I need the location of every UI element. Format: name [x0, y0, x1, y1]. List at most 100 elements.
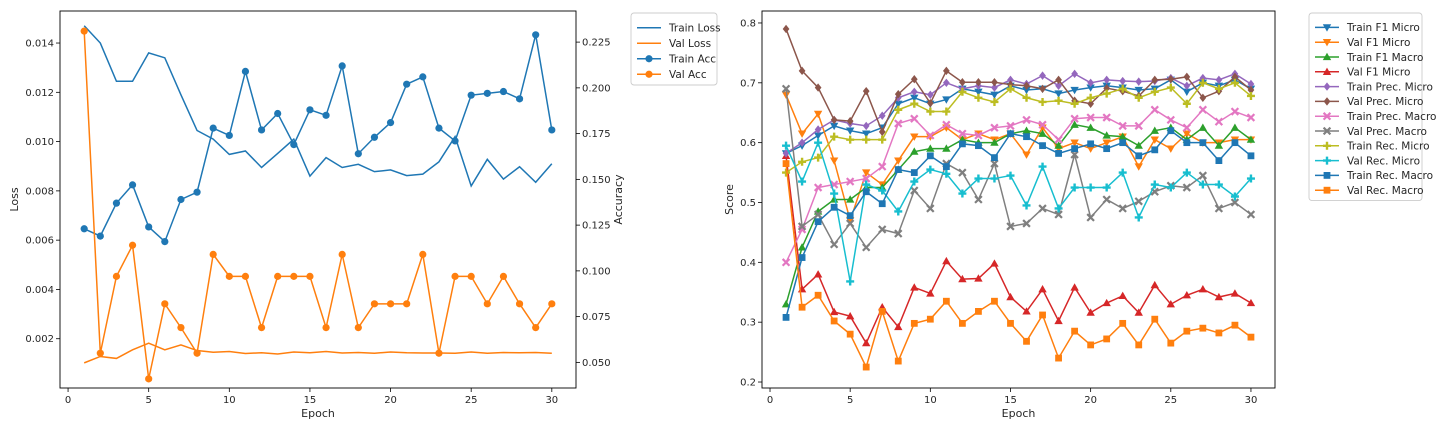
data-point [894, 229, 903, 238]
data-point [1102, 183, 1111, 192]
data-point [798, 138, 806, 147]
data-point [1231, 139, 1239, 147]
data-point [878, 308, 886, 315]
data-point [878, 200, 886, 208]
data-point [1102, 298, 1111, 307]
data-point [1150, 136, 1159, 144]
data-point [845, 217, 855, 225]
series-line [83, 31, 553, 380]
series-line [83, 25, 553, 188]
data-point [942, 256, 951, 265]
x-tick-label: 10 [223, 395, 236, 406]
data-point [910, 87, 918, 96]
legend-entry: Val Prec. Micro [1347, 96, 1423, 108]
data-point [1198, 180, 1207, 189]
y-right-tick-label: 0.175 [582, 129, 611, 140]
y-tick-label: 0.7 [740, 78, 756, 89]
data-point [830, 189, 839, 198]
data-point [1166, 145, 1175, 153]
data-point [991, 154, 998, 162]
data-point [798, 177, 807, 186]
data-point [1199, 73, 1207, 83]
legend-entry: Val Rec. Micro [1347, 155, 1420, 167]
data-point [145, 375, 153, 383]
data-point [813, 110, 823, 119]
data-point [1087, 140, 1095, 148]
data-point [1006, 121, 1015, 131]
data-point [1086, 123, 1095, 131]
data-point [1198, 123, 1208, 131]
data-point [515, 95, 524, 103]
data-point [862, 169, 871, 177]
data-point [1246, 174, 1255, 183]
data-point [990, 259, 999, 267]
legend-marker [1323, 186, 1331, 194]
data-point [846, 212, 854, 220]
data-point [225, 131, 233, 140]
data-point [862, 188, 870, 196]
x-tick-label: 25 [1164, 395, 1177, 406]
data-point [451, 137, 459, 145]
data-point [96, 349, 104, 357]
data-point [1038, 162, 1047, 171]
data-point [894, 207, 903, 216]
series-train-prec-macro [781, 105, 1256, 267]
data-point [814, 291, 822, 299]
data-point [1022, 115, 1031, 125]
data-point [322, 111, 330, 119]
data-point [1038, 285, 1047, 293]
data-point [1022, 126, 1031, 134]
data-point [1198, 105, 1208, 114]
x-tick-label: 30 [1245, 395, 1258, 406]
data-point [958, 140, 966, 148]
data-point [846, 277, 855, 286]
data-point [1118, 291, 1127, 299]
data-point [209, 124, 217, 132]
legend-box [630, 12, 718, 86]
data-point [1134, 308, 1143, 316]
data-point [80, 225, 88, 233]
data-point [80, 27, 88, 35]
x-axis-label: Epoch [1002, 407, 1036, 420]
data-point [1150, 126, 1159, 134]
data-point [990, 97, 999, 106]
data-point [782, 149, 790, 158]
data-point [910, 177, 919, 186]
data-point [829, 195, 839, 203]
data-point [798, 254, 806, 261]
y-axis-label: Loss [8, 187, 21, 211]
legend-marker [1322, 24, 1332, 32]
x-tick-label: 15 [304, 395, 317, 406]
data-point [1230, 192, 1239, 201]
legend-entry: Train Acc [668, 54, 716, 66]
data-point [991, 297, 998, 305]
data-point [1103, 83, 1111, 93]
data-point [1054, 90, 1063, 98]
legend-entry: Train Prec. Micro [1346, 81, 1433, 93]
data-point [942, 297, 950, 305]
y-tick-label: 0.6 [740, 138, 756, 149]
data-point [1055, 354, 1062, 362]
data-point [1119, 76, 1127, 86]
loss-accuracy-chart: 0 5 10 15 20 25 30 0.002 0.004 0.006 0.008 0.010 0.0… [8, 10, 721, 420]
data-point [1166, 300, 1175, 308]
data-point [1135, 77, 1143, 86]
series-val-rec-micro [782, 138, 1255, 286]
y-right-tick-label: 0.225 [582, 38, 611, 49]
data-point [1198, 171, 1208, 180]
data-point [128, 241, 137, 249]
data-point [1166, 183, 1175, 192]
data-point [1006, 222, 1015, 231]
data-point [1102, 139, 1111, 147]
y-right-tick-label: 0.125 [582, 221, 611, 232]
data-point [435, 349, 443, 357]
data-point [830, 115, 838, 125]
data-point [1070, 99, 1079, 108]
data-point [991, 78, 998, 87]
data-point [910, 75, 918, 84]
data-point [1215, 329, 1223, 337]
data-point [926, 131, 935, 140]
data-point [814, 218, 822, 226]
data-point [1151, 146, 1159, 154]
